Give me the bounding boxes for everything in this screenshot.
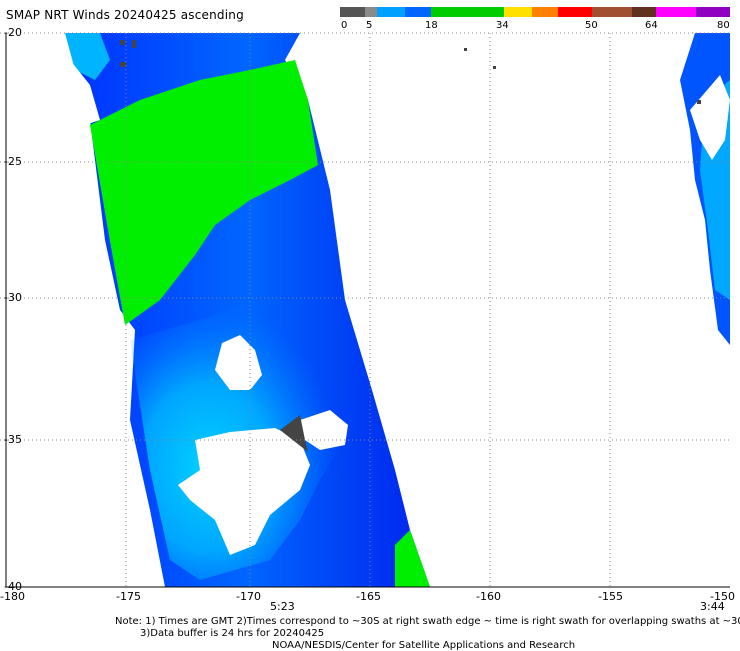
colorbar-tick-2: 18 xyxy=(425,20,438,31)
lon-label-180: -180 xyxy=(0,590,25,603)
colorbar-seg-2 xyxy=(377,7,407,17)
lon-label-165: -165 xyxy=(356,590,381,603)
colorbar-seg-10 xyxy=(632,7,656,17)
island-4 xyxy=(493,66,496,69)
island-2 xyxy=(132,40,136,48)
lat-label-35: -35 xyxy=(4,433,22,446)
lon-grid xyxy=(125,33,611,587)
colorbar-tick-3: 34 xyxy=(496,20,509,31)
colorbar-tick-0: 0 xyxy=(341,20,348,31)
lat-grid xyxy=(0,32,730,441)
island-5 xyxy=(464,48,467,51)
colorbar-tick-1: 5 xyxy=(366,20,373,31)
lat-label-40: -40 xyxy=(4,580,22,593)
colorbar-seg-4 xyxy=(405,7,431,17)
footer-note-line2: 3)Data buffer is 24 hrs for 20240425 xyxy=(140,628,325,639)
lon-label-155: -155 xyxy=(598,590,623,603)
island-6 xyxy=(697,100,701,104)
colorbar-seg-9 xyxy=(592,7,632,17)
colorbar-tick-5: 64 xyxy=(645,20,658,31)
lon-label-170: -170 xyxy=(236,590,261,603)
colorbar-seg-1 xyxy=(365,7,377,17)
swath-time-left: 5:23 xyxy=(270,600,295,613)
map-title: SMAP NRT Winds 20240425 ascending xyxy=(6,8,244,22)
gap-left xyxy=(62,33,100,125)
colorbar-seg-8 xyxy=(558,7,592,17)
gap-right xyxy=(690,75,730,160)
footer-note-line1: Note: 1) Times are GMT 2)Times correspon… xyxy=(115,616,740,627)
colorbar-tick-6: 80 xyxy=(717,20,730,31)
colorbar-tick-4: 50 xyxy=(585,20,598,31)
footer-credit: NOAA/NESDIS/Center for Satellite Applica… xyxy=(272,640,576,651)
island-3 xyxy=(120,62,126,67)
swath-green-bottom xyxy=(395,530,430,587)
gap-hole-1 xyxy=(215,335,262,390)
lon-label-150: -150 xyxy=(710,590,735,603)
land-patch xyxy=(280,415,308,452)
lat-label-30: -30 xyxy=(4,291,22,304)
lon-label-160: -160 xyxy=(476,590,501,603)
wind-speed-colorbar xyxy=(340,7,730,17)
lon-label-175: -175 xyxy=(116,590,141,603)
colorbar-seg-5 xyxy=(431,7,504,17)
swath-time-right: 3:44 xyxy=(700,600,725,613)
lat-label-25: -25 xyxy=(4,155,22,168)
colorbar-seg-6 xyxy=(504,7,532,17)
colorbar-seg-12 xyxy=(696,7,730,17)
colorbar-seg-11 xyxy=(656,7,696,17)
lat-label-20: -20 xyxy=(4,26,22,39)
colorbar-seg-0 xyxy=(340,7,365,17)
colorbar-seg-7 xyxy=(532,7,558,17)
gap-hole-2 xyxy=(178,428,310,555)
swath-green-region xyxy=(90,60,318,325)
island-1 xyxy=(120,40,125,45)
